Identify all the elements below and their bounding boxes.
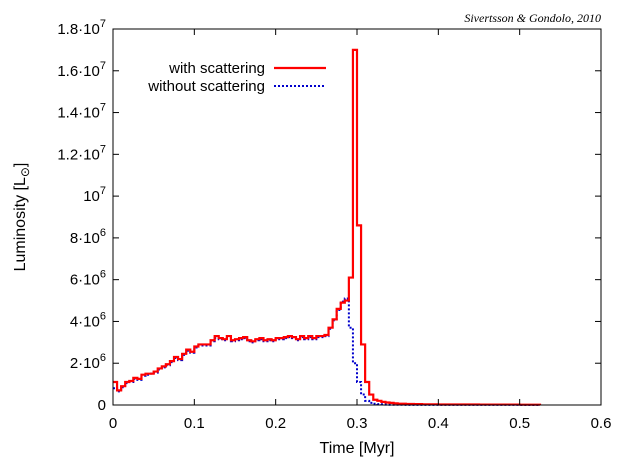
x-tick-label: 0.3 [347,415,368,432]
legend: with scattering without scattering [147,60,326,95]
x-tick-label: 0.4 [428,415,449,432]
plot-area [113,48,542,406]
series-line-with-scattering [113,48,542,406]
y-tick-label: 1.4·107 [57,102,106,122]
y-tick-label: 107 [83,185,106,205]
legend-label-without-scattering: without scattering [147,78,265,95]
legend-label-with-scattering: with scattering [168,60,265,77]
y-tick-label: 1.2·107 [57,143,106,163]
y-tick-label: 1.6·107 [57,60,106,80]
x-tick-label: 0.1 [184,415,205,432]
citation-annotation: Sivertsson & Gondolo, 2010 [464,11,601,25]
series-line-without-scattering [113,297,541,406]
y-tick-label: 4·106 [70,310,106,330]
x-tick-label: 0.5 [509,415,530,432]
y-tick-label: 2·106 [70,352,106,372]
x-axis-label: Time [Myr] [320,440,395,457]
x-tick-label: 0 [109,415,117,432]
x-tick-label: 0.2 [265,415,286,432]
y-tick-label: 6·106 [70,269,106,289]
y-tick-label: 1.8·107 [57,18,106,38]
y-tick-label: 0 [98,397,106,414]
x-tick-label: 0.6 [591,415,612,432]
y-axis-label: Luminosity [L⊙] [12,163,32,272]
axis-ticks: 0 0.1 0.2 0.3 0.4 0.5 0.6 0 2·106 4·106 6·106 8·106… [57,18,611,432]
y-tick-label: 8·106 [70,227,106,247]
